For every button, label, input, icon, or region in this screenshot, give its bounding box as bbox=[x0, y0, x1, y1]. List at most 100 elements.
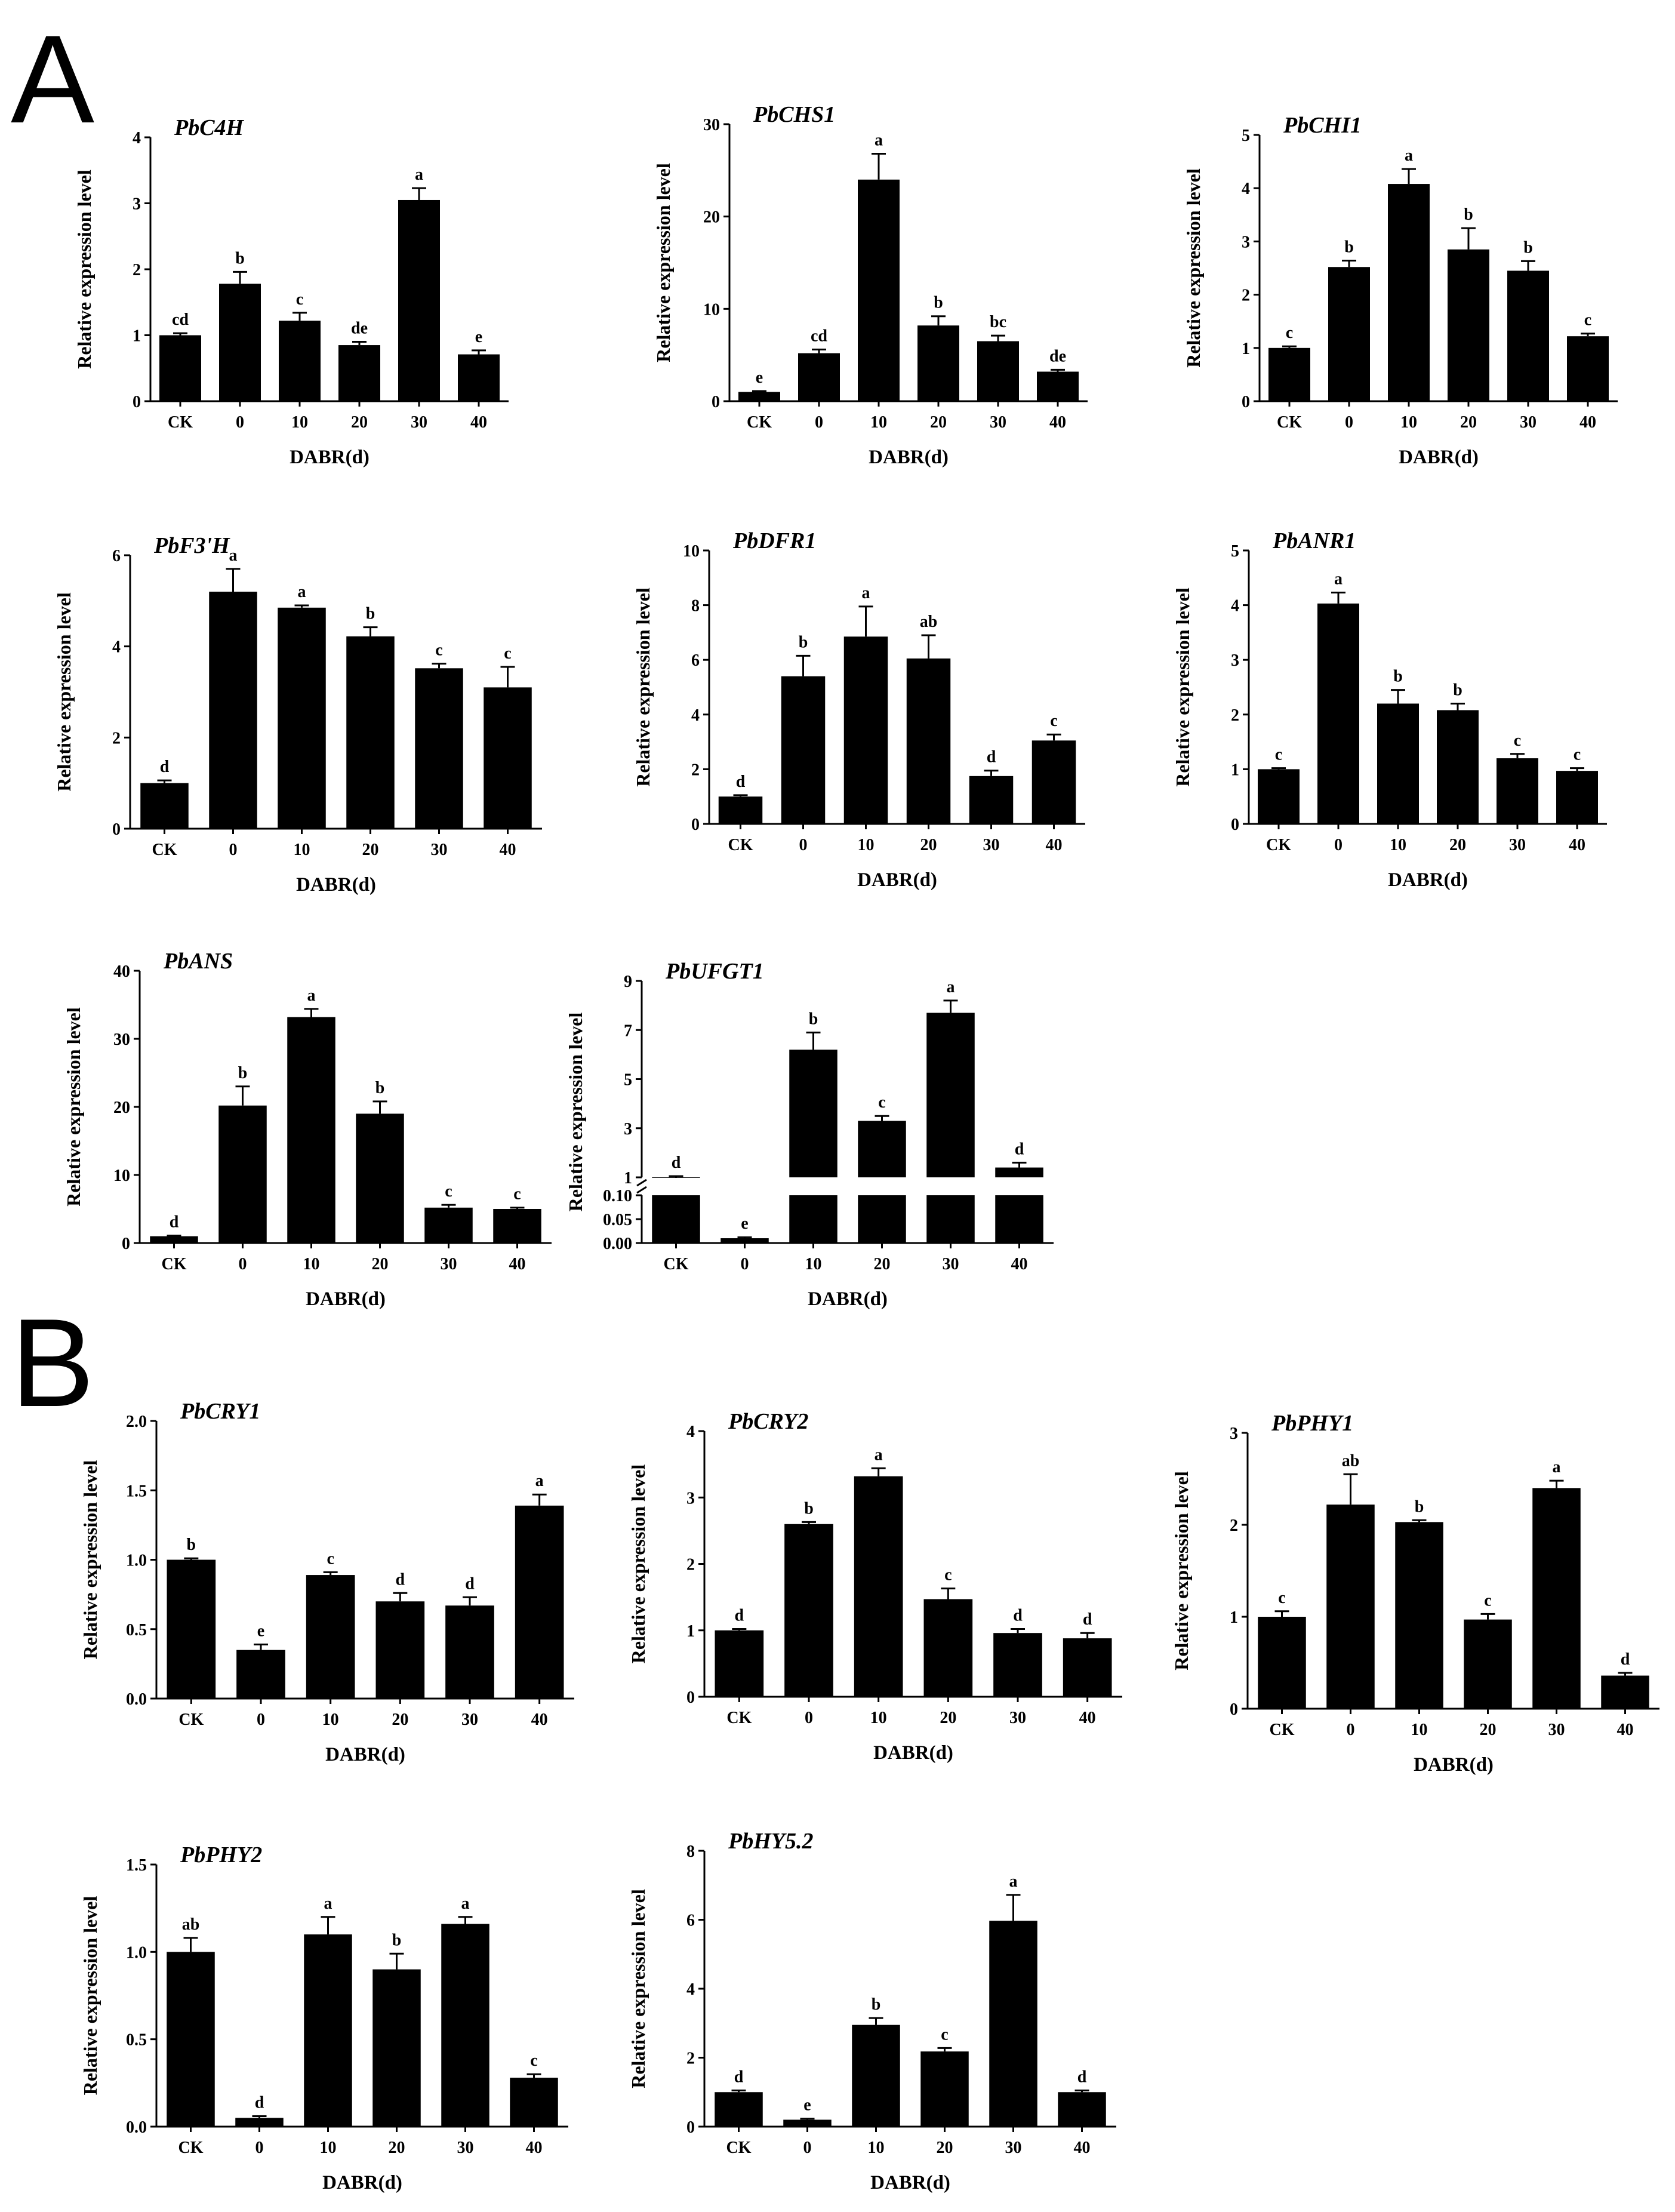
axis-break-mark bbox=[636, 1186, 647, 1194]
x-tick-label: 20 bbox=[1449, 836, 1466, 854]
significance-letter: b bbox=[1453, 681, 1462, 699]
bar bbox=[515, 1505, 564, 1699]
significance-letter: b bbox=[1344, 238, 1354, 257]
panel-label-b: B bbox=[11, 1293, 94, 1433]
y-tick-label: 1 bbox=[624, 1169, 632, 1187]
x-tick-label: 0 bbox=[815, 413, 823, 432]
chart-6: PbANS Relative expression level CK 0 10 20 30 4… bbox=[63, 949, 552, 1310]
y-tick-label: 0 bbox=[1242, 393, 1250, 411]
y-axis-label: Relative expression level bbox=[627, 1465, 649, 1664]
chart-7: PbUFGT1 Relative expression level CK 0 10 20 3… bbox=[565, 959, 1054, 1310]
bar bbox=[338, 345, 380, 401]
x-tick-label: 30 bbox=[990, 413, 1006, 432]
x-tick-label: 20 bbox=[1480, 1721, 1497, 1739]
bar bbox=[493, 1209, 541, 1243]
significance-letter: a bbox=[947, 978, 955, 996]
x-axis-label: DABR(d) bbox=[296, 874, 376, 896]
y-tick-label: 3 bbox=[624, 1120, 632, 1139]
y-tick-label: 4 bbox=[133, 129, 141, 147]
significance-letter: a bbox=[298, 583, 306, 601]
significance-letter: d bbox=[1083, 1610, 1092, 1629]
bar bbox=[1032, 740, 1076, 824]
x-tick-label: 30 bbox=[1520, 413, 1537, 432]
x-tick-label: 40 bbox=[470, 413, 487, 432]
bar bbox=[441, 1924, 489, 2127]
significance-letter: b bbox=[1464, 205, 1473, 224]
x-tick-label: 0 bbox=[805, 1709, 813, 1727]
significance-letter: c bbox=[1275, 746, 1282, 764]
x-tick-label: 0 bbox=[236, 413, 244, 432]
bar bbox=[1437, 710, 1479, 824]
chart-title: PbUFGT1 bbox=[665, 959, 764, 984]
x-tick-label: 20 bbox=[920, 836, 937, 854]
y-tick-label: 8 bbox=[691, 597, 700, 616]
significance-letter: de bbox=[351, 319, 368, 338]
bar bbox=[1507, 270, 1549, 401]
significance-letter: c bbox=[1584, 311, 1591, 330]
x-tick-label: 20 bbox=[1460, 413, 1477, 432]
bar-upper-part bbox=[789, 1050, 838, 1177]
bar bbox=[372, 1969, 421, 2127]
x-tick-label: 10 bbox=[870, 413, 887, 432]
significance-letter: b bbox=[375, 1079, 385, 1097]
significance-letter: de bbox=[1049, 347, 1066, 365]
y-tick-label: 1.0 bbox=[126, 1552, 147, 1570]
significance-letter: a bbox=[324, 1894, 332, 1913]
x-tick-label: 10 bbox=[291, 413, 308, 432]
x-tick-label: 0 bbox=[1334, 836, 1343, 854]
bar bbox=[995, 1195, 1043, 1243]
x-axis-label: DABR(d) bbox=[1414, 1754, 1494, 1776]
x-axis-label: DABR(d) bbox=[857, 869, 937, 891]
significance-letter: e bbox=[741, 1214, 748, 1233]
significance-letter: c bbox=[1278, 1589, 1285, 1607]
bar bbox=[843, 636, 888, 824]
x-tick-label: 10 bbox=[320, 2139, 337, 2157]
y-axis-label: Relative expression level bbox=[652, 163, 674, 362]
y-tick-label: 1 bbox=[1230, 1608, 1238, 1627]
y-axis-label: Relative expression level bbox=[53, 592, 75, 792]
significance-letter: d bbox=[987, 748, 996, 767]
bar bbox=[781, 676, 826, 824]
y-tick-label: 30 bbox=[113, 1030, 130, 1049]
significance-letter: c bbox=[296, 290, 303, 309]
x-tick-label: 30 bbox=[1509, 836, 1526, 854]
x-tick-label: 30 bbox=[1005, 2139, 1022, 2157]
significance-letter: c bbox=[1514, 731, 1521, 750]
chart-title: PbF3'H bbox=[153, 533, 230, 558]
bar bbox=[920, 2051, 969, 2127]
y-axis-label: Relative expression level bbox=[632, 587, 654, 787]
bar-upper-part bbox=[858, 1121, 906, 1177]
bar bbox=[989, 1921, 1037, 2127]
chart-title: PbHY5.2 bbox=[728, 1829, 813, 1854]
significance-letter: a bbox=[535, 1472, 544, 1490]
x-tick-label: 30 bbox=[457, 2139, 474, 2157]
significance-letter: a bbox=[229, 546, 238, 565]
significance-letter: b bbox=[238, 1064, 248, 1082]
x-axis-label: DABR(d) bbox=[1388, 869, 1468, 891]
bar bbox=[1258, 769, 1300, 824]
x-axis-label: DABR(d) bbox=[322, 2172, 402, 2193]
bar bbox=[458, 354, 500, 401]
significance-letter: a bbox=[415, 165, 423, 184]
y-tick-label: 1 bbox=[1242, 340, 1250, 358]
significance-letter: b bbox=[1415, 1497, 1424, 1516]
y-tick-label: 40 bbox=[113, 962, 130, 981]
x-tick-label: CK bbox=[168, 413, 193, 432]
x-tick-label: 30 bbox=[1009, 1709, 1026, 1727]
bar bbox=[854, 1476, 903, 1697]
significance-letter: d bbox=[465, 1574, 475, 1593]
bar bbox=[977, 341, 1019, 401]
x-tick-label: 10 bbox=[303, 1255, 320, 1273]
chart-title: PbCRY1 bbox=[180, 1399, 260, 1424]
bar bbox=[306, 1575, 355, 1699]
y-tick-label: 3 bbox=[1231, 651, 1239, 670]
y-tick-label: 0 bbox=[712, 393, 720, 411]
bar bbox=[1556, 771, 1598, 824]
y-axis-label: Relative expression level bbox=[73, 170, 95, 369]
x-tick-label: 0 bbox=[239, 1255, 247, 1273]
y-tick-label: 20 bbox=[703, 208, 720, 227]
x-axis-label: DABR(d) bbox=[1399, 447, 1479, 468]
